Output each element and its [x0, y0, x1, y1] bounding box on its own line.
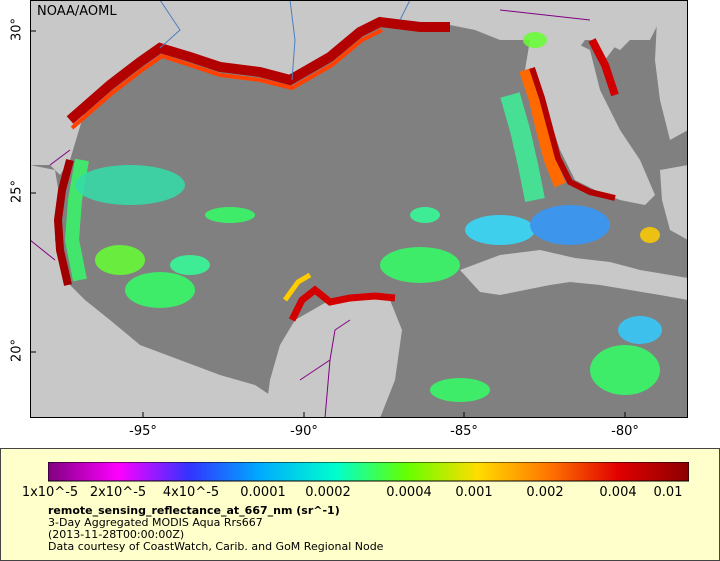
- tick-label: 0.001: [455, 485, 493, 500]
- east-coast-band: [588, 38, 619, 97]
- florida-land: [525, 40, 655, 205]
- variable-name: remote_sensing_reflectance_at_667_nm (sr…: [48, 504, 340, 517]
- color-scale-bar: [48, 462, 689, 482]
- florida-east: [590, 0, 630, 60]
- lat-label-30: 30°: [9, 17, 25, 42]
- yucatan-band: [288, 285, 396, 322]
- tick-label: 0.0004: [386, 485, 432, 500]
- tick-label: 0.0001: [240, 485, 286, 500]
- lon-label-90: -90°: [290, 424, 318, 439]
- florida-shelf-green: [500, 92, 545, 202]
- tick-label: 0.01: [653, 485, 683, 500]
- time-stamp: (2013-11-28T00:00:00Z): [48, 528, 185, 541]
- scatter-patches: [75, 32, 662, 402]
- lat-label-20: 20°: [9, 338, 25, 363]
- product-name: 3-Day Aggregated MODIS Aqua Rrs667: [48, 516, 263, 529]
- map-panel: [30, 0, 688, 418]
- lon-label-95: -95°: [129, 424, 157, 439]
- lat-label-25: 25°: [9, 179, 25, 204]
- lon-label-85: -85°: [450, 424, 478, 439]
- credit-label: NOAA/AOML: [37, 4, 117, 19]
- campeche-band: [282, 272, 312, 302]
- political-boundaries: [30, 9, 591, 418]
- tick-label: 0.0002: [305, 485, 351, 500]
- florida-west-band: [519, 68, 566, 188]
- tick-label: 0.002: [526, 485, 564, 500]
- yucatan-land: [265, 295, 402, 418]
- north-coast-band: [66, 16, 450, 124]
- tick-label: 0.004: [599, 485, 637, 500]
- florida-west-inner: [529, 67, 616, 201]
- west-coast-band: [53, 158, 74, 286]
- rivers: [159, 0, 411, 81]
- us-land: [30, 0, 688, 175]
- east-edge-land: [655, 0, 688, 140]
- north-coast-band-outer: [70, 28, 383, 130]
- bahamas-land: [660, 165, 688, 240]
- tick-label: 1x10^-5: [21, 485, 79, 500]
- data-source: Data courtesy of CoastWatch, Carib. and …: [48, 540, 384, 553]
- tick-label: 2x10^-5: [89, 485, 147, 500]
- mexico-west-land: [30, 165, 270, 418]
- cuba-land: [460, 250, 688, 300]
- tick-label: 4x10^-5: [162, 485, 220, 500]
- lon-label-80: -80°: [611, 424, 639, 439]
